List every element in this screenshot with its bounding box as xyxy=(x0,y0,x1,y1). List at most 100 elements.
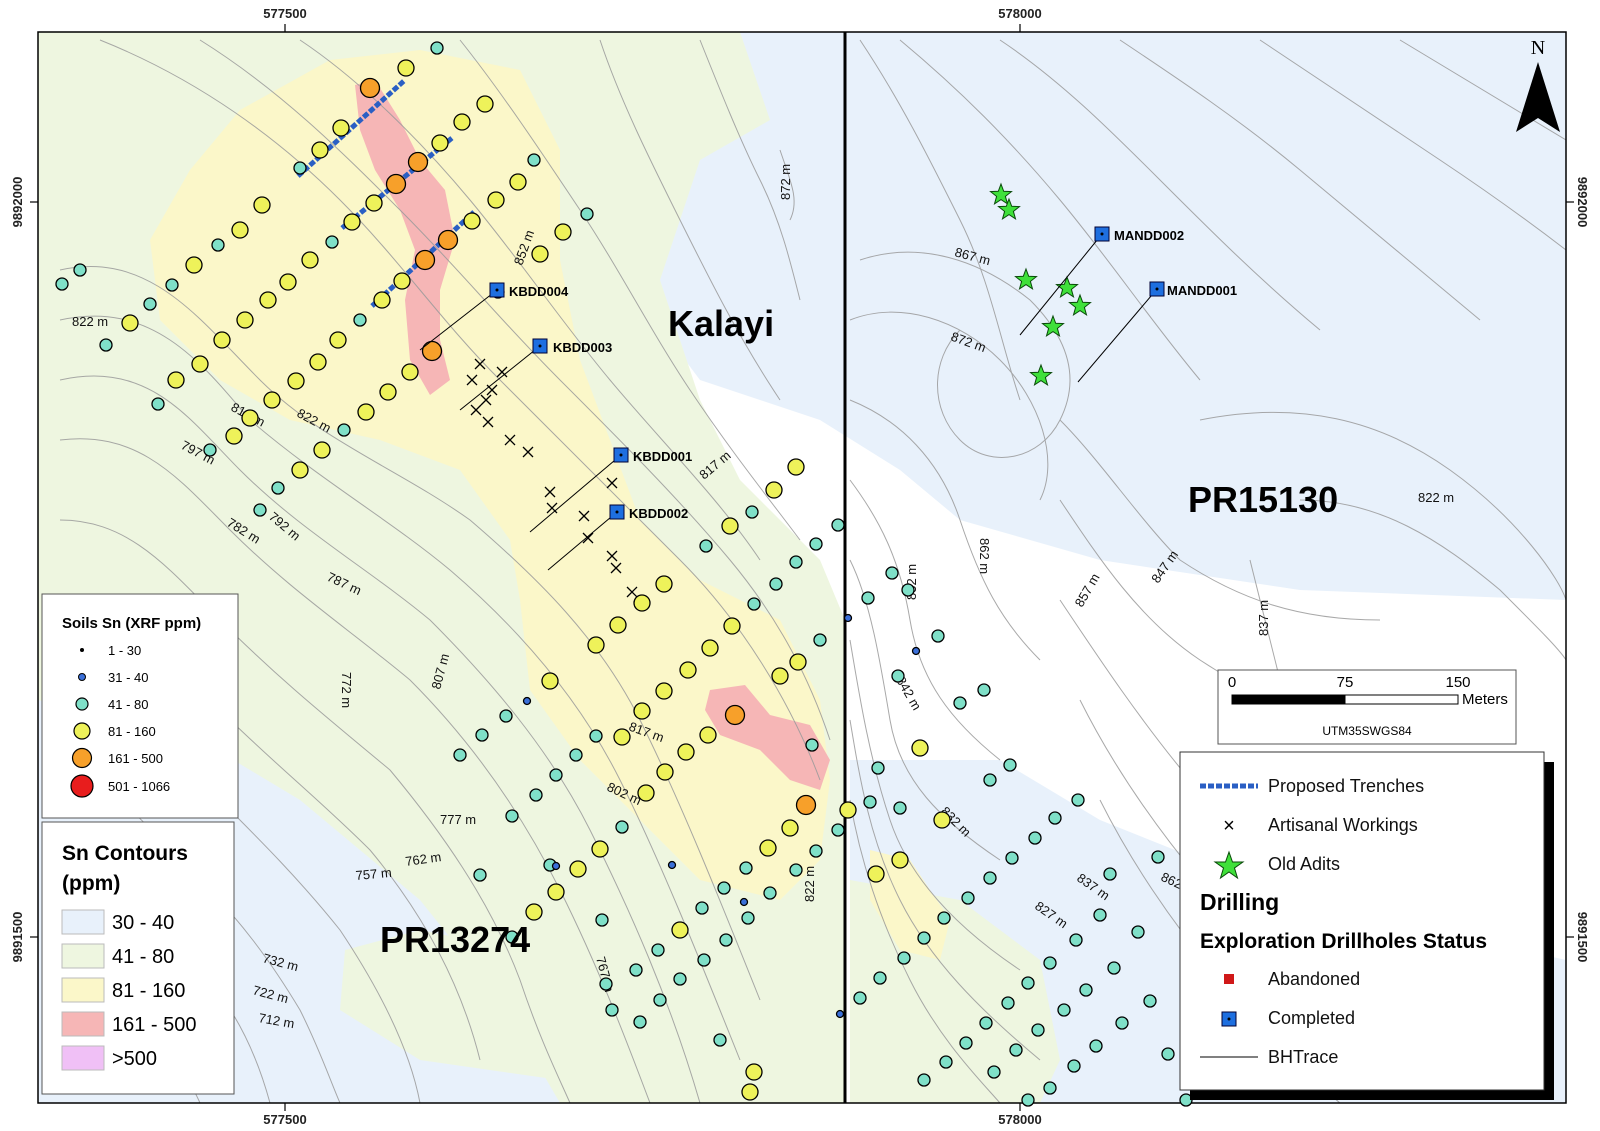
soils-legend: Soils Sn (XRF ppm) 1 - 30 31 - 40 41 - 8… xyxy=(41,593,239,819)
soil-sample xyxy=(549,768,563,782)
soil-sample xyxy=(741,911,755,925)
soil-sample xyxy=(813,633,827,647)
soil-sample xyxy=(835,1009,845,1019)
legend-drilling: Drilling xyxy=(1200,889,1279,915)
soil-sample xyxy=(805,738,819,752)
soil-sample xyxy=(541,672,559,690)
soil-sample xyxy=(165,278,179,292)
soil-sample xyxy=(595,913,609,927)
soil-sample xyxy=(1131,925,1145,939)
contours-legend-label: 30 - 40 xyxy=(112,912,174,934)
soil-sample xyxy=(476,95,494,113)
soil-sample xyxy=(1028,831,1042,845)
soil-sample xyxy=(897,951,911,965)
soils-legend-symbol-5 xyxy=(71,747,93,769)
contour-label: 772 m xyxy=(339,672,354,708)
soil-sample xyxy=(1071,793,1085,807)
artisanal-working xyxy=(522,446,534,458)
soil-sample xyxy=(253,503,267,517)
soil-sample xyxy=(437,229,459,251)
soils-legend-label: 501 - 1066 xyxy=(108,779,170,794)
soil-sample xyxy=(522,696,532,706)
soil-sample xyxy=(699,726,717,744)
soil-sample xyxy=(615,820,629,834)
soil-sample xyxy=(609,616,627,634)
soil-sample xyxy=(961,891,975,905)
soil-sample xyxy=(525,903,543,921)
soil-sample xyxy=(701,639,719,657)
artisanal-working xyxy=(606,477,618,489)
artisanal-working xyxy=(610,562,622,574)
soil-sample xyxy=(1115,1016,1129,1030)
soil-sample xyxy=(397,59,415,77)
soil-sample xyxy=(987,1065,1001,1079)
soil-sample xyxy=(253,196,271,214)
soil-sample xyxy=(589,729,603,743)
soil-sample xyxy=(271,481,285,495)
north-arrow-label: N xyxy=(1531,37,1545,59)
old-adit xyxy=(1014,267,1038,291)
grid-top-x-1: 577500 xyxy=(263,6,306,21)
drillhole-kbdd002: KBDD002 xyxy=(609,504,688,521)
soil-sample xyxy=(1031,1023,1045,1037)
old-adit xyxy=(1055,275,1079,299)
soils-legend-label: 1 - 30 xyxy=(108,643,141,658)
soil-sample xyxy=(723,617,741,635)
soil-sample xyxy=(151,397,165,411)
soil-sample xyxy=(653,993,667,1007)
drillhole-kbdd001: KBDD001 xyxy=(613,447,692,464)
soils-legend-label: 81 - 160 xyxy=(108,724,156,739)
soil-sample xyxy=(831,823,845,837)
soil-sample xyxy=(213,331,231,349)
contours-legend-swatch-5 xyxy=(61,1045,105,1071)
soils-legend-label: 161 - 500 xyxy=(108,751,163,766)
soil-sample xyxy=(721,517,739,535)
soil-sample xyxy=(509,173,527,191)
drillholes: KBDD004 KBDD003 KBDD001 KBDD002 MANDD002… xyxy=(489,226,1237,521)
soil-sample xyxy=(867,865,885,883)
soil-sample xyxy=(1043,956,1057,970)
soil-sample xyxy=(697,953,711,967)
soil-sample xyxy=(789,555,803,569)
soil-sample xyxy=(809,537,823,551)
soil-sample xyxy=(311,141,329,159)
soil-sample xyxy=(463,212,481,230)
soils-legend-symbol-3 xyxy=(75,697,89,711)
scale-unit: Meters xyxy=(1462,691,1508,708)
soil-sample xyxy=(629,963,643,977)
soil-sample xyxy=(937,911,951,925)
soil-sample xyxy=(953,696,967,710)
contours-legend-swatch-1 xyxy=(61,909,105,935)
bh-traces xyxy=(419,233,1158,571)
soil-sample xyxy=(917,1073,931,1087)
soil-sample xyxy=(679,661,697,679)
drillhole-kbdd004: KBDD004 xyxy=(489,282,569,299)
contours-legend-swatch-3 xyxy=(61,977,105,1003)
soil-sample xyxy=(651,943,665,957)
soils-legend-title: Soils Sn (XRF ppm) xyxy=(62,615,201,632)
contours-legend-swatch-4 xyxy=(61,1011,105,1037)
soil-sample xyxy=(359,77,381,99)
soil-sample xyxy=(337,423,351,437)
soil-sample xyxy=(891,669,905,683)
soil-sample xyxy=(191,355,209,373)
soils-legend-symbol-2 xyxy=(78,673,86,681)
soil-sample xyxy=(745,1063,763,1081)
contour-label: 862 m xyxy=(977,538,992,574)
soil-sample xyxy=(695,901,709,915)
artisanal-working xyxy=(482,416,494,428)
soil-sample xyxy=(605,1003,619,1017)
scale-tick-0: 0 xyxy=(1228,674,1236,691)
soil-sample xyxy=(551,861,561,871)
soil-sample xyxy=(769,577,783,591)
soil-sample xyxy=(789,653,807,671)
drillhole-mandd001: MANDD001 xyxy=(1149,281,1237,298)
soil-sample xyxy=(1151,850,1165,864)
soil-sample xyxy=(1001,996,1015,1010)
contour-label: 712 m xyxy=(257,1010,295,1031)
soil-sample xyxy=(1021,1093,1035,1107)
soil-sample xyxy=(713,1033,727,1047)
artisanal-working xyxy=(496,366,508,378)
artisanal-layer xyxy=(466,358,638,598)
soil-sample xyxy=(587,636,605,654)
